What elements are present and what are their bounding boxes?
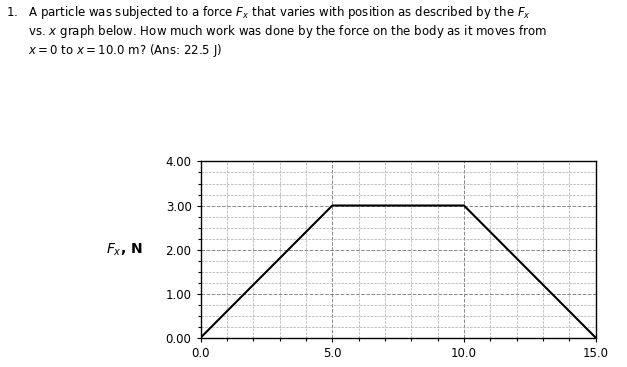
X-axis label: x, m: x, m: [381, 365, 415, 367]
Y-axis label: $F_x$, N: $F_x$, N: [105, 241, 142, 258]
Text: 1.   A particle was subjected to a force $F_x$ that varies with position as desc: 1. A particle was subjected to a force $…: [6, 4, 547, 59]
